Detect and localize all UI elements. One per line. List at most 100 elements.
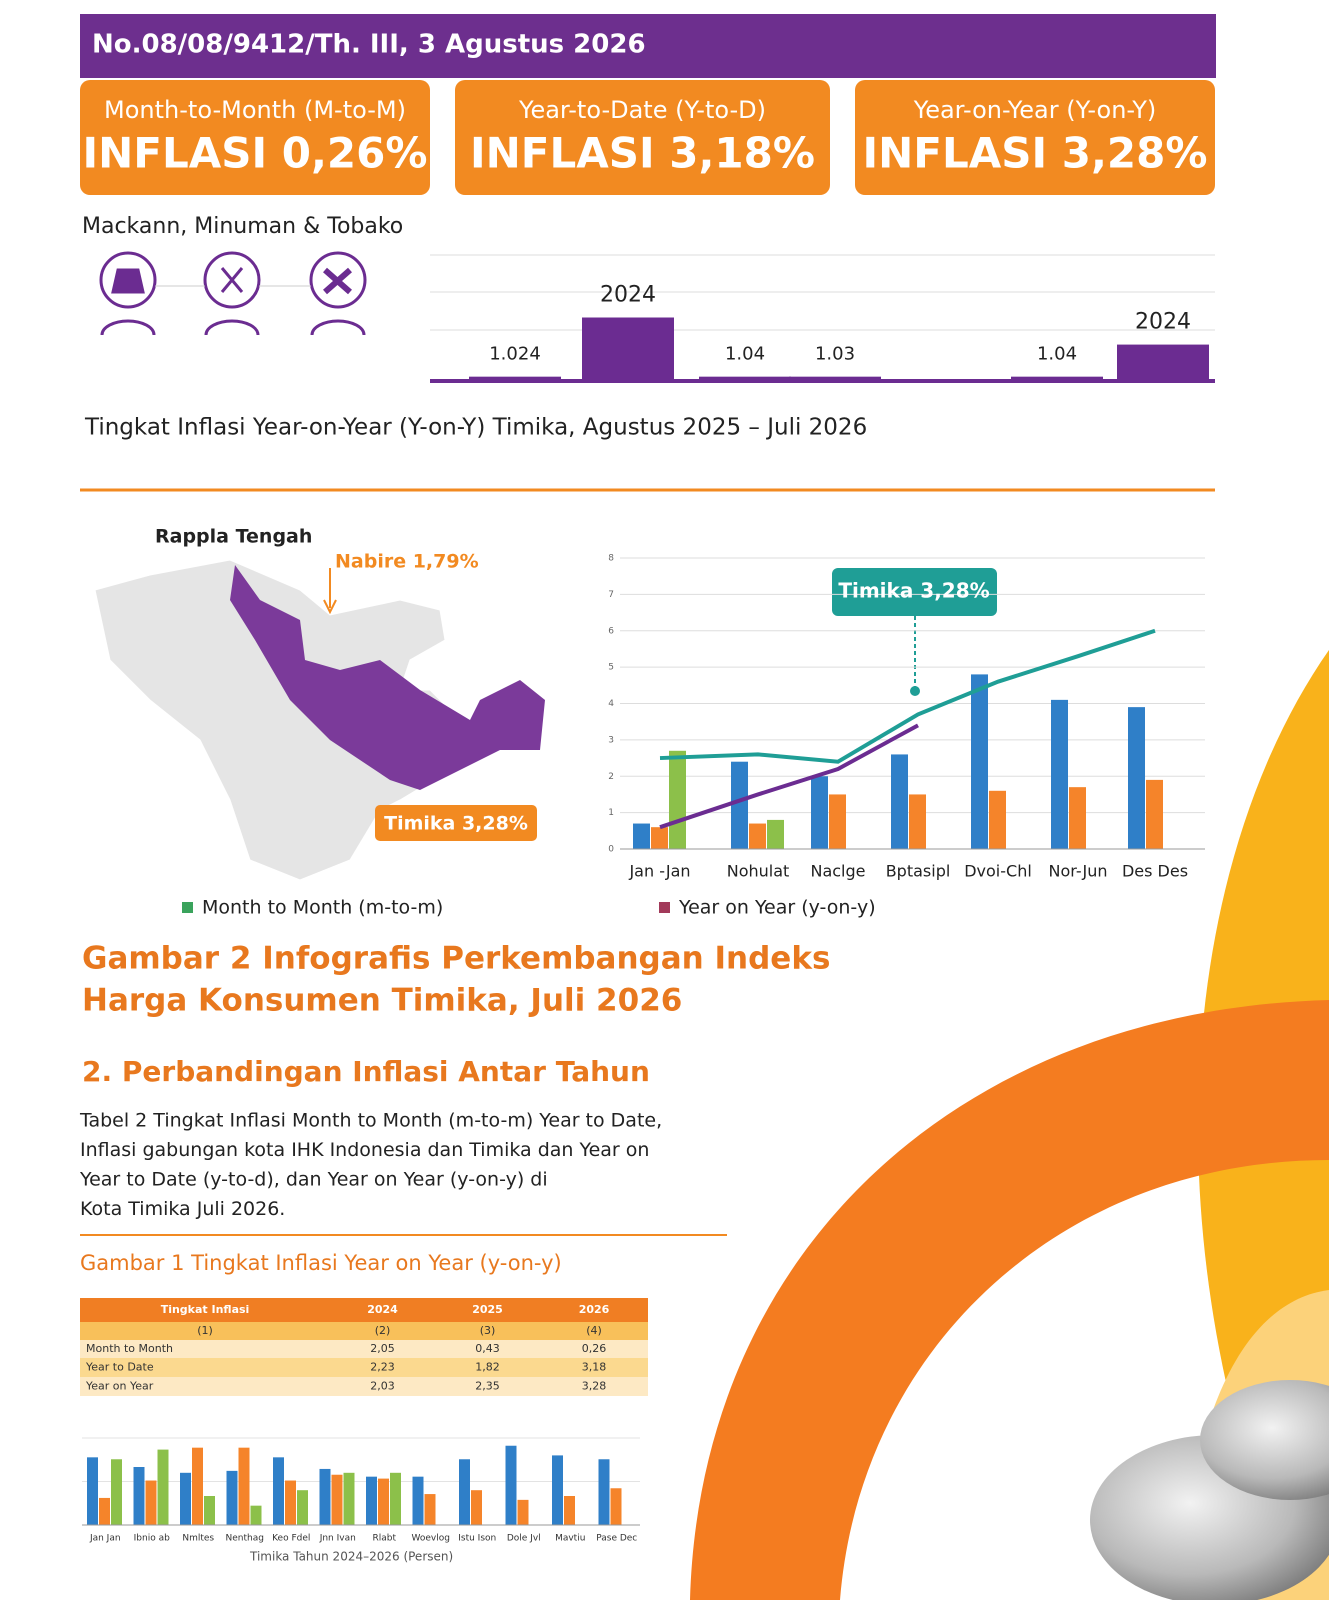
header-bar <box>80 14 1216 78</box>
bar-label: 2024 <box>1135 310 1191 335</box>
chart-caption: Timika Tahun 2024–2026 (Persen) <box>249 1550 453 1564</box>
table-cell: 2,35 <box>475 1380 500 1393</box>
table-cell: 1,82 <box>475 1361 500 1374</box>
bar <box>811 776 828 849</box>
bar-label: 1.024 <box>489 344 541 365</box>
map-label: Timika 3,28% <box>384 813 528 835</box>
x-tick-label: Bptasipl <box>886 862 951 881</box>
x-tick-label: Ibnio ab <box>134 1534 170 1544</box>
bar <box>390 1472 401 1525</box>
bar-label: 2024 <box>600 283 656 308</box>
bar <box>891 754 908 849</box>
table-cell: Year on Year <box>85 1380 154 1393</box>
bar <box>412 1476 424 1525</box>
card-value: INFLASI 3,28% <box>863 129 1208 178</box>
bar <box>204 1496 215 1525</box>
header-text: No.08/08/9412/Th. III, 3 Agustus 2026 <box>92 30 646 60</box>
x-tick-label: Dole Jvl <box>507 1534 541 1544</box>
bar <box>731 761 748 849</box>
bar <box>1117 344 1209 380</box>
table-cell: Year to Date <box>85 1361 154 1374</box>
card-label: Month-to-Month (M-to-M) <box>104 96 406 124</box>
bar <box>99 1497 110 1525</box>
table-header-cell: Tingkat Inflasi <box>161 1303 250 1316</box>
bar <box>366 1476 377 1525</box>
bar <box>319 1468 331 1525</box>
map-label-box <box>375 805 537 841</box>
x-tick-label: Naclge <box>810 862 865 881</box>
y-tick-label: 7 <box>608 590 614 600</box>
bar <box>111 1459 122 1525</box>
bar <box>250 1505 262 1525</box>
bar <box>343 1472 355 1525</box>
x-tick-label: Istu Ison <box>458 1534 496 1544</box>
bar <box>1051 699 1068 849</box>
callout-box <box>832 568 997 616</box>
bar <box>331 1474 343 1525</box>
y-tick-label: 0 <box>608 845 614 855</box>
x-tick-label: Nohulat <box>727 862 790 881</box>
bar <box>598 1459 610 1525</box>
bar <box>459 1459 470 1525</box>
bar <box>1069 787 1086 849</box>
summary-card <box>855 80 1215 195</box>
bar <box>517 1499 529 1525</box>
x-tick-label: Jan Jan <box>89 1534 121 1544</box>
x-tick-label: Nmltes <box>182 1534 214 1544</box>
summary-card <box>80 80 430 195</box>
bar <box>651 827 668 849</box>
bar <box>552 1455 563 1525</box>
paragraph-line: Inflasi gabungan kota IHK Indonesia dan … <box>80 1139 649 1161</box>
table-row <box>80 1340 648 1358</box>
bar-label: 1.04 <box>1037 344 1077 365</box>
bar <box>226 1470 238 1525</box>
table-header-cell: 2024 <box>367 1303 398 1316</box>
legend-label: Month to Month (m-to-m) <box>202 897 443 919</box>
bar <box>909 794 926 849</box>
legend-swatch <box>659 902 670 913</box>
figure-caption: Gambar 1 Tingkat Inflasi Year on Year (y… <box>80 1251 562 1275</box>
bar <box>1128 707 1145 849</box>
bar <box>767 819 784 849</box>
bar <box>297 1490 308 1525</box>
x-tick-label: Mavtiu <box>555 1534 585 1544</box>
x-tick-label: Pase Dec <box>596 1534 637 1544</box>
bar-label: 1.04 <box>725 344 765 365</box>
x-tick-label: Woevlog <box>412 1534 450 1544</box>
section-title: Mackann, Minuman & Tobako <box>82 214 403 239</box>
bar-label: 1.03 <box>815 344 855 365</box>
y-tick-label: 1 <box>608 808 614 818</box>
bar <box>285 1480 296 1525</box>
paragraph-line: Kota Timika Juli 2026. <box>80 1198 285 1220</box>
table-cell: (2) <box>375 1324 391 1337</box>
section-heading: 2. Perbandingan Inflasi Antar Tahun <box>82 1055 650 1088</box>
table-cell: (3) <box>480 1324 496 1337</box>
bar <box>157 1449 169 1525</box>
card-value: INFLASI 0,26% <box>83 129 428 178</box>
bar <box>564 1496 575 1525</box>
legend-swatch <box>182 902 193 913</box>
trend-line <box>659 628 1156 764</box>
callout-dot <box>910 686 920 696</box>
table-header-cell: 2025 <box>472 1303 503 1316</box>
x-tick-label: Nor-Jun <box>1049 862 1108 881</box>
bar <box>378 1478 389 1525</box>
category-icons <box>99 251 367 336</box>
card-value: INFLASI 3,18% <box>470 129 815 178</box>
table-cell: 3,28 <box>582 1380 607 1393</box>
summary-card <box>455 80 830 195</box>
bar <box>989 790 1006 849</box>
x-tick-label: Jnn Ivan <box>319 1534 356 1544</box>
y-tick-label: 2 <box>608 772 614 782</box>
table-cell: 2,23 <box>370 1361 395 1374</box>
figure-title: Harga Konsumen Timika, Juli 2026 <box>82 983 682 1019</box>
bar <box>829 794 846 849</box>
bar <box>582 317 674 380</box>
x-tick-label: Nenthag <box>226 1534 264 1544</box>
bar <box>505 1445 517 1525</box>
bar <box>471 1490 482 1525</box>
x-tick-label: Dvoi-Chl <box>964 862 1032 881</box>
